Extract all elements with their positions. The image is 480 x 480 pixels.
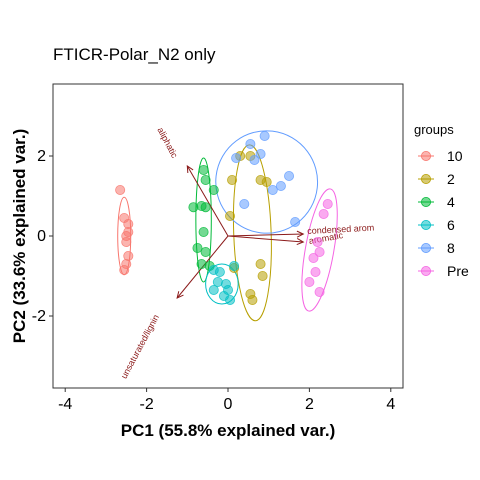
group-ellipse-4 [195,157,212,283]
data-point-10 [115,184,126,195]
loading-arrow-line [227,233,304,237]
legend-label-8: 8 [447,240,455,256]
legend-key-point-Pre [420,265,431,276]
data-point-4 [200,174,211,185]
data-point-8 [231,152,242,163]
legend-key-point-6 [420,219,431,230]
x-tick-label: 2 [305,396,314,413]
loading-arrow-label: condensed arom [307,223,374,236]
y-tick-label: -2 [32,308,46,325]
data-point-2 [257,270,268,281]
data-point-4 [198,226,209,237]
data-point-6 [208,284,219,295]
loading-arrow-head [296,238,305,246]
data-point-8 [284,170,295,181]
loading-arrow-head [186,165,194,174]
data-point-Pre [304,276,315,287]
data-point-6 [220,278,231,289]
data-point-10 [121,236,132,247]
data-point-6 [229,260,240,271]
x-tick-label: -2 [139,396,153,413]
legend-label-6: 6 [447,217,455,233]
data-point-8 [239,198,250,209]
group-ellipse-Pre [301,188,338,312]
x-axis-label: PC1 (55.8% explained var.) [121,421,336,440]
legend-title: groups [414,122,454,137]
data-point-8 [245,138,256,149]
data-point-4 [208,184,219,195]
data-point-Pre [314,286,325,297]
legend-label-4: 4 [447,194,455,210]
data-point-Pre [322,198,333,209]
data-point-Pre [310,266,321,277]
y-tick-label: 2 [37,148,46,165]
chart-title: FTICR-Polar_N2 only [53,45,216,64]
x-tick-label: 4 [386,396,395,413]
data-point-4 [200,202,211,213]
legend-key-point-8 [420,242,431,253]
y-axis-label: PC2 (33.6% explained var.) [10,129,29,344]
legend-label-2: 2 [447,171,455,187]
loading-arrow-head [296,230,305,238]
data-point-6 [208,264,219,275]
data-point-Pre [308,252,319,263]
data-point-2 [227,174,238,185]
y-tick-label: 0 [37,228,46,245]
legend-label-Pre: Pre [447,263,469,279]
data-point-8 [290,216,301,227]
data-point-8 [255,148,266,159]
data-point-8 [275,180,286,191]
data-point-2 [225,210,236,221]
data-point-4 [192,242,203,253]
data-point-4 [198,164,209,175]
data-point-2 [255,258,266,269]
group-ellipse-6 [205,263,239,305]
legend-key-point-4 [420,196,431,207]
data-point-8 [267,184,278,195]
data-point-2 [261,176,272,187]
data-point-4 [200,246,211,257]
data-point-2 [247,294,258,305]
points-layer [115,130,333,305]
data-point-Pre [318,208,329,219]
data-point-10 [119,264,130,275]
data-point-6 [218,290,229,301]
loading-arrow-line [186,165,229,237]
legend-key-point-2 [420,173,431,184]
axes: -4 -2 0 2 4 -2 0 2 [32,148,396,413]
data-point-4 [196,258,207,269]
data-point-4 [188,202,199,213]
legend-key-point-10 [420,150,431,161]
legend: groups 10 2 4 6 8 Pre [414,122,469,279]
legend-label-10: 10 [447,148,463,164]
x-tick-label: 0 [224,396,233,413]
loading-arrow-head [176,291,184,299]
data-point-Pre [314,246,325,257]
loading-arrow-line [227,235,304,243]
data-point-Pre [312,236,323,247]
group-ellipse-8 [215,130,319,234]
x-tick-label: -4 [58,396,72,413]
data-point-8 [249,154,260,165]
data-point-8 [259,130,270,141]
